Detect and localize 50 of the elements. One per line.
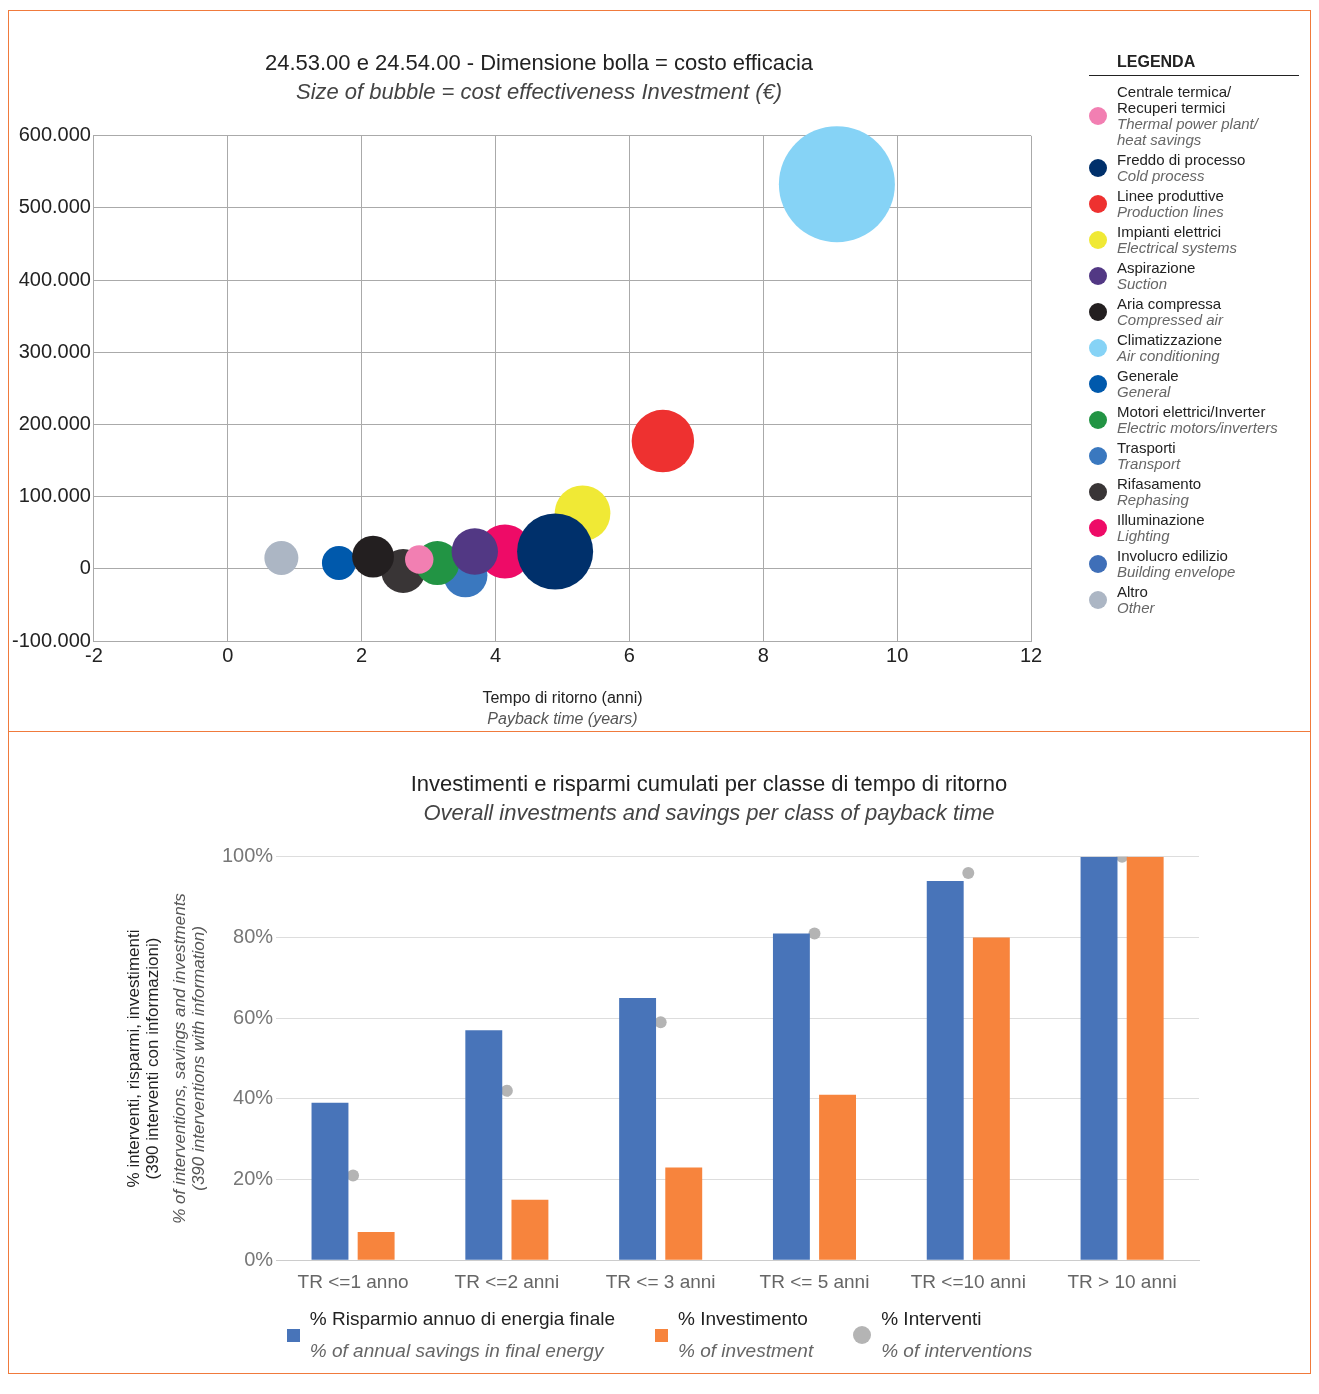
y-tick-label: 600.000: [18, 123, 91, 146]
legend-title: LEGENDA: [1089, 49, 1299, 76]
y-tick-label: 300.000: [18, 339, 91, 362]
x-tick-label: 6: [623, 643, 635, 666]
x-tick-label: TR <=1 anno: [297, 1270, 409, 1292]
x-tick-label: TR <= 3 anni: [605, 1270, 716, 1292]
x-tick-label: 4: [489, 643, 502, 666]
y-tick-label: 0: [79, 556, 91, 579]
legend-label: Generale General: [1117, 367, 1179, 400]
legend-label: % Investimento % of investment: [678, 1307, 814, 1363]
legend-label: Centrale termica/ Recuperi termici Thermal power plant/ heat savings: [1117, 83, 1258, 148]
y-tick-label: 60%: [233, 1005, 274, 1028]
x-tick-label: 2: [356, 643, 368, 666]
y-tick-label: 100.000: [18, 484, 91, 507]
legend-label: Aspirazione Suction: [1117, 259, 1196, 292]
y-tick-label: 100%: [222, 844, 274, 867]
legend-label: Aria compressa Compressed air: [1117, 295, 1223, 328]
x-tick-label: 10: [886, 643, 909, 666]
legend-label: Climatizzazione Air conditioning: [1117, 331, 1223, 364]
y-tick-label: 200.000: [18, 412, 91, 434]
chart-title: 24.53.00 e 24.54.00 - Dimensione bolla = costo efficacia: [264, 50, 814, 76]
legend-label: % Interventi % of interventions: [881, 1307, 1033, 1363]
x-tick-label: TR <= 5 anni: [759, 1270, 870, 1292]
legend-label: % Risparmio annuo di energia finale % of annual savings in final energy: [309, 1307, 616, 1363]
y-tick-label: 80%: [233, 925, 274, 947]
y-tick-label: -100.000: [11, 628, 91, 651]
legend-label: Linee produttive Production lines: [1117, 187, 1224, 220]
legend-label: Impianti elettrici Electrical systems: [1117, 223, 1238, 256]
chart-title: Investimenti e risparmi cumulati per classe di tempo di ritorno: [410, 771, 1008, 797]
y-tick-label: 20%: [233, 1167, 274, 1190]
y-axis-title: % interventi, risparmi, investimenti (390 interventi con informazioni) % of interventions, savings and investments (390 interventions with information): [124, 892, 209, 1224]
legend-label: Motori elettrici/Inverter Electric motors/inverters: [1117, 403, 1278, 436]
x-tick-label: TR <=2 anni: [454, 1270, 560, 1292]
x-tick-label: 8: [757, 643, 769, 666]
legend-label: Trasporti Transport: [1117, 439, 1181, 472]
x-axis-title: Tempo di ritorno (anni) Payback time (years): [482, 689, 643, 728]
y-tick-label: 400.000: [18, 267, 91, 290]
x-tick-label: TR > 10 anni: [1067, 1270, 1177, 1292]
legend-label: Freddo di processo Cold process: [1117, 151, 1246, 184]
legend-label: Altro Other: [1117, 583, 1155, 616]
legend-label: Rifasamento Rephasing: [1117, 475, 1202, 508]
y-tick-label: 0%: [244, 1247, 274, 1270]
legend-label: Involucro edilizio Building envelope: [1117, 547, 1236, 580]
x-tick-label: TR <=10 anni: [910, 1270, 1026, 1292]
y-tick-label: 40%: [233, 1086, 274, 1109]
chart-subtitle: Overall investments and savings per class of payback time: [423, 799, 995, 825]
chart-subtitle: Size of bubble = cost effectiveness Investment (€): [295, 78, 783, 104]
legend-label: Illuminazione Lighting: [1117, 511, 1205, 544]
x-tick-label: 12: [1019, 643, 1043, 666]
y-tick-label: 500.000: [18, 195, 91, 218]
